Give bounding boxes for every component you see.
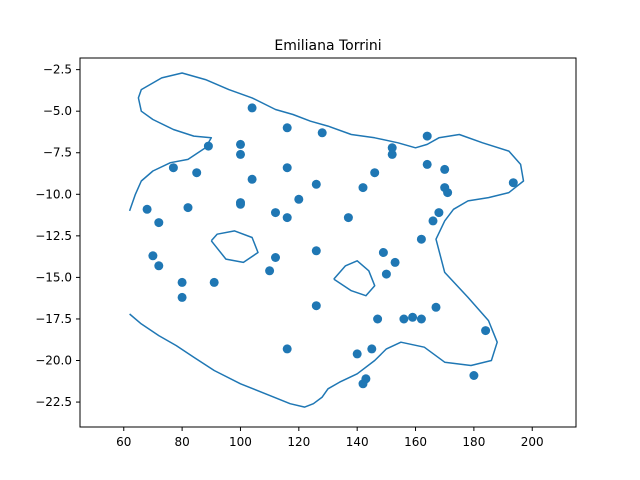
scatter-point [428,216,438,226]
scatter-point [247,174,257,184]
scatter-point [271,208,280,218]
y-tick-label: −2.5 [43,63,72,77]
x-tick-label: 180 [462,435,485,449]
x-tick-label: 80 [174,435,189,449]
scatter-point [177,292,187,302]
scatter-point [352,349,362,359]
scatter-point [311,246,321,256]
scatter-point [236,139,245,149]
scatter-point [154,261,164,271]
scatter-point [203,141,213,151]
plot-area-frame [79,57,577,428]
scatter-point [422,159,432,169]
scatter-point [399,314,409,324]
scatter-point [271,253,280,262]
scatter-point [282,213,292,223]
scatter-point [367,344,377,354]
contour-line-1 [128,72,525,408]
x-axis: 60 80 100 120 140 160 180 200 [116,427,544,449]
scatter-point [381,269,391,279]
scatter-point [387,143,397,153]
x-tick-label: 160 [404,435,427,449]
y-axis: −22.5 −20.0 −17.5 −15.0 −12.5 −10.0 −7.5 −5.0 −2… [35,63,80,409]
scatter-point [209,277,219,287]
x-tick-label: 120 [287,435,310,449]
scatter-point [370,168,380,178]
scatter-point [373,314,383,324]
scatter-point [183,203,193,213]
y-tick-label: −10.0 [35,187,72,201]
scatter-point [440,164,450,174]
scatter-point [508,178,518,188]
scatter-point [168,163,178,173]
scatter-point [148,251,158,261]
x-tick-label: 140 [346,435,369,449]
points-layer [142,103,518,389]
scatter-point [282,344,292,354]
scatter-point [282,123,292,133]
scatter-point [177,277,187,287]
x-tick-label: 100 [229,435,252,449]
scatter-point [408,312,418,322]
y-tick-label: −12.5 [35,229,72,243]
y-tick-label: −15.0 [35,270,72,284]
scatter-point [192,168,202,178]
scatter-point [416,234,426,244]
scatter-point [247,103,257,113]
scatter-point [236,149,245,159]
scatter-point [431,302,441,312]
scatter-point [443,188,453,198]
scatter-point [358,183,368,193]
x-tick-label: 200 [521,435,544,449]
scatter-point [317,128,327,138]
scatter-point [422,131,432,141]
y-tick-label: −22.5 [35,395,72,409]
scatter-point [282,163,292,173]
x-tick-label: 60 [116,435,131,449]
scatter-point [378,248,388,257]
y-tick-label: −17.5 [35,312,72,326]
scatter-point [481,326,491,336]
scatter-point [343,213,353,223]
scatter-point [236,199,245,209]
scatter-point [469,371,479,380]
scatter-point [390,257,400,267]
scatter-point [294,194,304,204]
contour-layer [128,72,525,408]
chart-title: Emiliana Torrini [274,38,381,54]
y-tick-label: −5.0 [43,104,72,118]
scatter-point [358,379,368,389]
scatter-point [142,204,152,214]
y-tick-label: −20.0 [35,354,72,368]
y-tick-label: −7.5 [43,146,72,160]
scatter-point [387,149,397,159]
scatter-point [265,266,275,276]
scatter-point [154,218,164,228]
scatter-point [311,179,321,189]
contour-line-2 [210,230,259,264]
contour-line-3 [333,260,376,297]
scatter-point [416,314,426,324]
scatter-point [434,208,444,218]
scatter-point [311,301,321,311]
